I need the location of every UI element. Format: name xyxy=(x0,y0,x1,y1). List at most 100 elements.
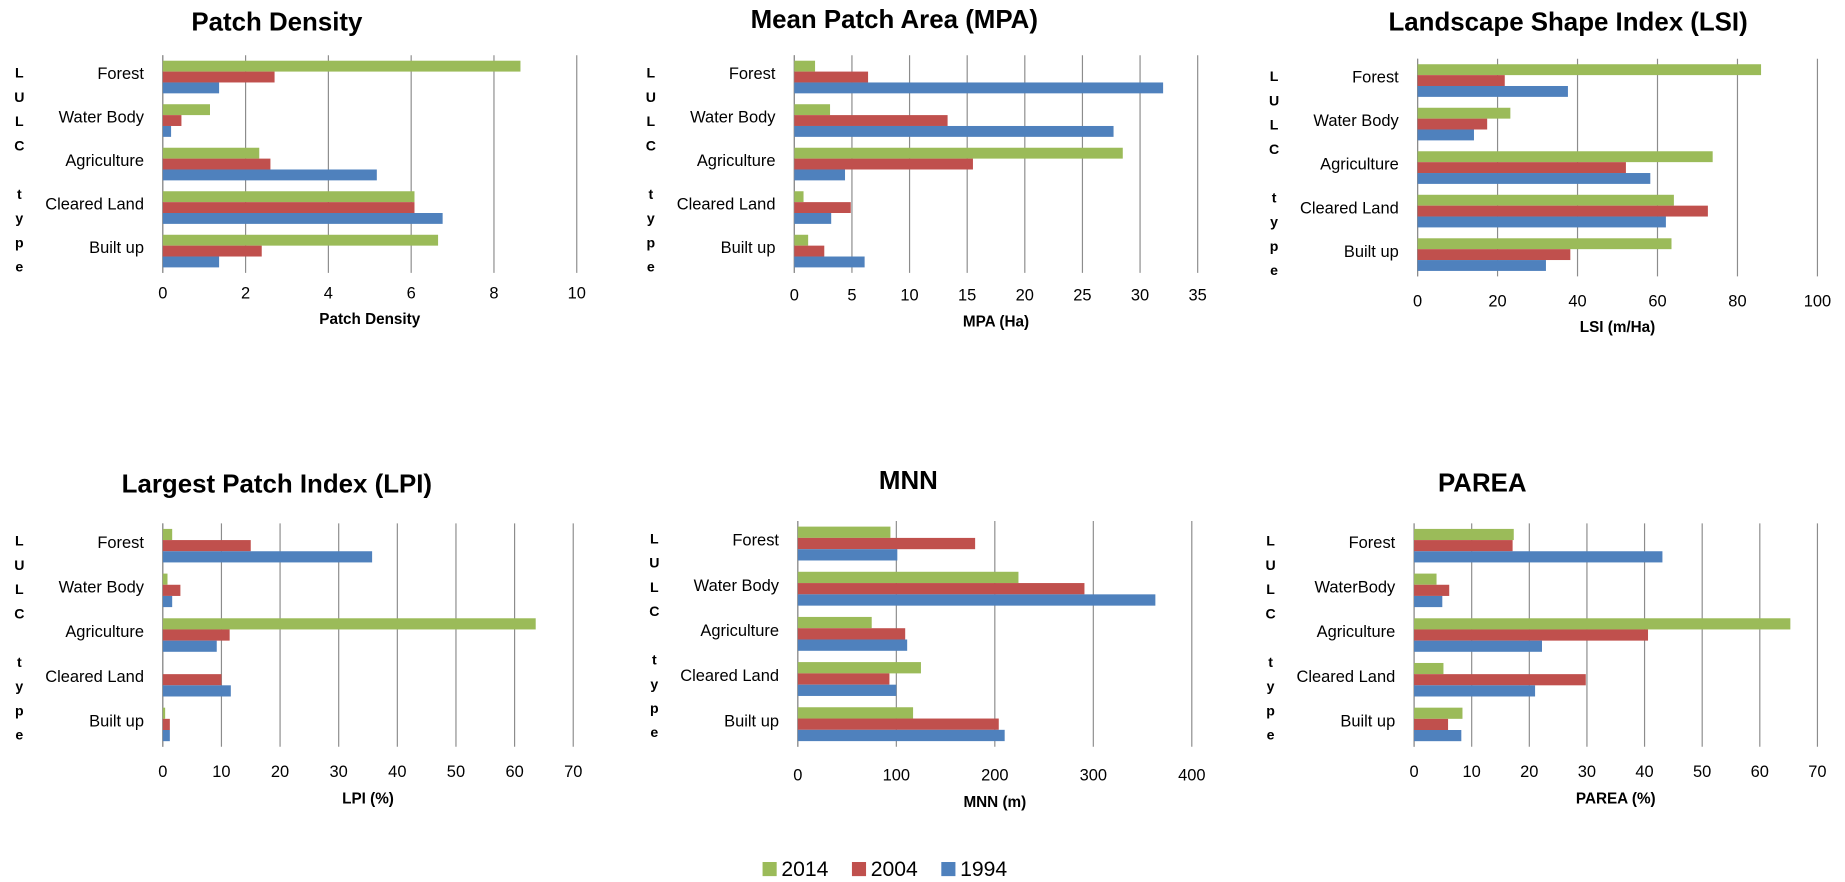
x-tick-label: 25 xyxy=(1073,287,1091,305)
bar xyxy=(162,685,231,697)
category-label: Built up xyxy=(89,239,144,257)
bar xyxy=(1414,595,1443,608)
y-axis-label: LULC type xyxy=(1266,68,1282,286)
bar xyxy=(794,158,973,170)
chart-title: Landscape Shape Index (LSI) xyxy=(1388,8,1747,36)
bar xyxy=(162,71,275,83)
category-label: Cleared Land xyxy=(1300,199,1399,217)
category-label: Water Body xyxy=(59,578,145,596)
bar xyxy=(162,158,271,170)
bar xyxy=(1414,540,1513,552)
bar xyxy=(797,673,890,685)
bar xyxy=(1414,718,1449,731)
x-tick-label: 30 xyxy=(1131,287,1149,305)
category-label: Built up xyxy=(724,712,779,730)
x-tick-label: 70 xyxy=(564,763,582,781)
bar xyxy=(162,213,443,224)
category-label: Agriculture xyxy=(700,622,779,640)
bar xyxy=(1417,173,1651,184)
category-label: Built up xyxy=(1344,243,1399,261)
category-label: Built up xyxy=(1340,713,1395,731)
x-tick-label: 40 xyxy=(1635,763,1653,781)
bar xyxy=(162,629,230,641)
category-label: Water Body xyxy=(59,109,145,127)
y-axis-label: LULC type xyxy=(1263,533,1279,751)
x-tick-label: 20 xyxy=(1016,287,1034,305)
x-tick-label: 35 xyxy=(1189,287,1207,305)
bar xyxy=(794,115,948,126)
chart-title: PAREA xyxy=(1438,469,1527,497)
bar xyxy=(1417,75,1505,86)
bar xyxy=(162,147,260,159)
x-tick-label: 6 xyxy=(407,284,416,302)
bar xyxy=(162,640,217,652)
legend-swatch xyxy=(851,862,867,877)
bar xyxy=(162,60,521,72)
bar xyxy=(797,628,906,640)
x-tick-label: 0 xyxy=(1409,763,1418,781)
x-tick-label: 0 xyxy=(790,287,799,305)
bar xyxy=(794,147,1123,159)
category-label: Agriculture xyxy=(65,152,144,170)
bar xyxy=(1417,249,1571,261)
x-tick-label: 70 xyxy=(1808,763,1826,781)
bar xyxy=(1417,151,1713,163)
x-axis-label: LPI (%) xyxy=(342,791,394,808)
bar xyxy=(1417,85,1568,97)
bar xyxy=(794,213,832,224)
x-tick-label: 20 xyxy=(1488,293,1506,311)
bar xyxy=(794,245,825,257)
x-tick-label: 100 xyxy=(883,767,910,785)
category-label: Water Body xyxy=(694,577,780,595)
category-label: Forest xyxy=(97,534,144,552)
legend-swatch xyxy=(941,862,956,877)
bar xyxy=(162,730,170,742)
x-tick-label: 80 xyxy=(1728,293,1746,311)
y-axis-label: LULC type xyxy=(646,530,662,748)
bar xyxy=(162,540,251,552)
bar xyxy=(797,594,1156,606)
bar xyxy=(162,528,173,541)
x-tick-label: 10 xyxy=(212,763,230,781)
bar xyxy=(1417,216,1666,228)
y-axis-label: LULC type xyxy=(11,533,27,751)
x-tick-label: 30 xyxy=(1578,763,1596,781)
bar xyxy=(794,60,816,72)
bar xyxy=(162,718,170,731)
x-tick-label: 10 xyxy=(900,287,918,305)
bar xyxy=(1417,64,1762,76)
x-tick-label: 60 xyxy=(1751,763,1769,781)
category-label: Built up xyxy=(89,713,144,731)
x-tick-label: 0 xyxy=(793,767,802,785)
x-tick-label: 0 xyxy=(158,284,167,302)
bar xyxy=(1414,730,1462,742)
bar xyxy=(1414,573,1437,585)
bar xyxy=(797,707,914,719)
bar xyxy=(797,684,897,696)
bar xyxy=(1417,205,1708,217)
bar xyxy=(162,82,220,94)
legend-label: 2004 xyxy=(871,858,918,881)
bar xyxy=(162,169,377,181)
category-label: Water Body xyxy=(1313,112,1399,130)
bar xyxy=(1414,528,1514,541)
bar xyxy=(162,618,536,630)
x-tick-label: 50 xyxy=(447,763,465,781)
bar xyxy=(162,234,439,246)
category-label: Water Body xyxy=(690,109,776,127)
x-tick-label: 30 xyxy=(330,763,348,781)
category-label: Built up xyxy=(721,239,776,257)
bar xyxy=(1414,629,1649,641)
category-label: Cleared Land xyxy=(680,667,779,685)
bar xyxy=(797,526,891,538)
bar xyxy=(162,573,168,585)
bar xyxy=(797,639,908,651)
bar xyxy=(1414,551,1663,563)
bar xyxy=(794,256,865,268)
category-label: Cleared Land xyxy=(1296,668,1395,686)
bar xyxy=(794,82,1164,94)
x-tick-label: 4 xyxy=(324,284,333,302)
legend-swatch xyxy=(762,862,777,877)
bar xyxy=(1414,674,1586,686)
bar xyxy=(162,674,222,686)
